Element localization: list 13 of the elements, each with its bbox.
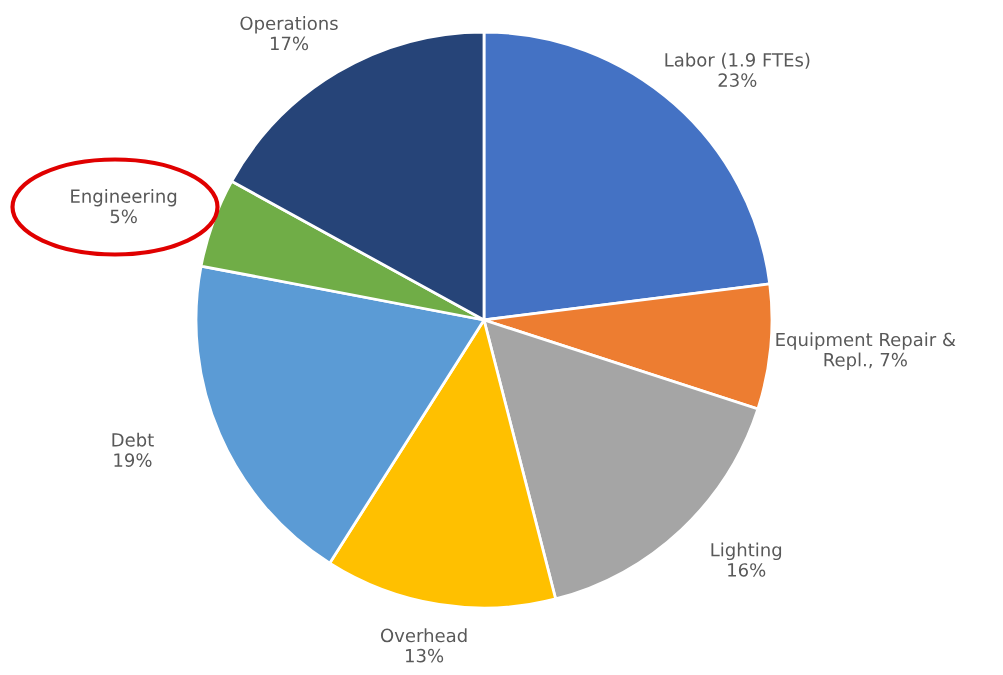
- data-label: 5%: [110, 209, 137, 224]
- data-label: 17%: [270, 36, 309, 51]
- slice-label: Equipment Repair & Repl., 7%: [776, 332, 956, 371]
- slice-label: Engineering: [71, 188, 177, 207]
- slice-label: Lighting: [711, 542, 782, 561]
- slice-label: Debt: [112, 432, 154, 447]
- data-label: 13%: [406, 648, 444, 663]
- slice-label: Overhead: [380, 628, 467, 643]
- data-label: 19%: [114, 453, 152, 467]
- slice-label: Operations: [240, 16, 338, 34]
- data-label: 16%: [728, 563, 766, 577]
- data-label: 23%: [718, 73, 757, 87]
- slice-label: Labor (1.9 FTEs): [665, 52, 810, 69]
